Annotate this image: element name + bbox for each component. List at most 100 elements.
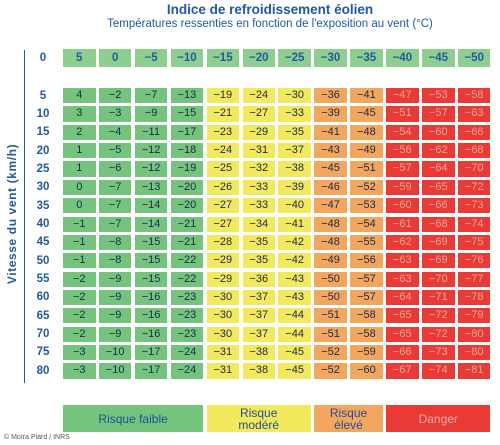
wind-chill-cell: −49 — [314, 253, 347, 269]
legend-label-line: Risque faible — [98, 411, 168, 426]
wind-chill-cell: −19 — [206, 88, 240, 104]
wind-chill-cell: −42 — [278, 234, 311, 251]
wind-chill-cell: −50 — [314, 289, 347, 306]
wind-chill-cell: −1 — [63, 234, 96, 251]
wind-chill-cell: −37 — [278, 143, 311, 159]
wind-chill-cell: −50 — [314, 271, 347, 287]
wind-chill-cell: −79 — [457, 308, 491, 324]
wind-chill-cell: 1 — [63, 161, 96, 177]
legend-item-modere: Risque modéré — [206, 405, 311, 432]
wind-chill-cell: −42 — [278, 253, 311, 269]
wind-chill-cell: −2 — [63, 289, 96, 306]
wind-chill-cell: −53 — [422, 88, 455, 104]
wind-chill-cell: −72 — [422, 326, 455, 342]
wind-chill-cell: −3 — [63, 363, 96, 379]
wind-chill-cell: 1 — [63, 143, 96, 159]
wind-chill-cell: −65 — [386, 308, 419, 324]
wind-chill-cell: −10 — [98, 344, 132, 361]
wind-speed-label: 70 — [36, 328, 50, 341]
wind-chill-cell: −44 — [278, 308, 311, 324]
wind-chill-cell: −68 — [457, 143, 491, 159]
wind-chill-cell: −73 — [457, 198, 491, 214]
wind-speed-label: 80 — [36, 364, 50, 377]
wind-chill-cell: −55 — [350, 234, 383, 251]
wind-chill-cell: −27 — [206, 198, 240, 214]
wind-chill-cell: −57 — [350, 271, 383, 287]
wind-chill-cell: −9 — [98, 289, 132, 306]
wind-chill-cell: −58 — [350, 326, 383, 342]
wind-chill-cell: −9 — [134, 106, 168, 122]
credit-text: © Moïra Piard / INRS — [4, 434, 70, 441]
legend-label-line: Danger — [418, 411, 458, 426]
wind-chill-cell: −40 — [278, 198, 311, 214]
legend-label-line: modéré — [238, 417, 280, 432]
wind-speed-label: 75 — [36, 346, 50, 359]
wind-chill-cell: −52 — [314, 344, 347, 361]
wind-chill-cell: −53 — [350, 198, 383, 214]
wind-chill-cell: −30 — [206, 289, 240, 306]
wind-speed-label: 40 — [36, 218, 50, 230]
legend-item-danger: Danger — [386, 405, 491, 432]
wind-speed-label: 45 — [36, 236, 50, 249]
wind-chill-cell: −45 — [314, 161, 347, 177]
wind-chill-cell: −51 — [350, 161, 383, 177]
wind-chill-cell: −48 — [314, 216, 347, 232]
wind-chill-cell: −68 — [422, 216, 455, 232]
wind-chill-cell: −9 — [98, 326, 132, 342]
wind-chill-cell: −66 — [386, 344, 419, 361]
legend-label: Risque faible — [98, 413, 167, 425]
wind-chill-cell: −76 — [457, 253, 491, 269]
wind-speed-label: 5 — [39, 89, 47, 102]
wind-chill-cell: −1 — [63, 216, 96, 232]
wind-chill-cell: −60 — [422, 124, 455, 140]
temperature-header-cell: −30 — [314, 49, 347, 67]
wind-chill-cell: −46 — [314, 179, 347, 196]
wind-chill-cell: −51 — [314, 308, 347, 324]
wind-chill-cell: −15 — [134, 234, 168, 251]
wind-chill-cell: −34 — [242, 216, 275, 232]
legend-item-faible: Risque faible — [63, 405, 204, 432]
wind-chill-cell: −62 — [386, 234, 419, 251]
wind-chill-cell: −62 — [422, 143, 455, 159]
wind-chill-cell: −70 — [422, 271, 455, 287]
wind-chill-cell: −17 — [134, 344, 168, 361]
wind-chill-cell: −7 — [98, 198, 132, 214]
temperature-header-cell: −20 — [242, 49, 275, 67]
wind-chill-cell: −71 — [422, 289, 455, 306]
wind-chill-cell: −29 — [206, 271, 240, 287]
temperature-header-cell: −25 — [278, 49, 311, 67]
wind-speed-label: 60 — [36, 291, 50, 304]
wind-chill-cell: −81 — [457, 363, 491, 379]
wind-chill-cell: −43 — [278, 289, 311, 306]
wind-chill-cell: −24 — [242, 88, 275, 104]
wind-chill-cell: −39 — [278, 179, 311, 196]
wind-chill-cell: −25 — [206, 161, 240, 177]
wind-chill-cell: −56 — [350, 253, 383, 269]
wind-chill-cell: −19 — [170, 161, 204, 177]
wind-chill-cell: −20 — [170, 179, 204, 196]
wind-chill-cell: −44 — [278, 326, 311, 342]
wind-chill-cell: −37 — [242, 308, 275, 324]
wind-chill-cell: −37 — [242, 326, 275, 342]
wind-chill-cell: −16 — [134, 326, 168, 342]
wind-chill-cell: −78 — [457, 289, 491, 306]
wind-chill-cell: −21 — [206, 106, 240, 122]
wind-chill-cell: −69 — [422, 234, 455, 251]
temperature-header-cell: −35 — [350, 49, 383, 67]
wind-chill-cell: −29 — [206, 253, 240, 269]
wind-chill-cell: −16 — [134, 289, 168, 306]
wind-chill-cell: −11 — [134, 124, 168, 140]
wind-chill-cell: −72 — [422, 308, 455, 324]
wind-chill-cell: −52 — [350, 179, 383, 196]
wind-chill-cell: −23 — [170, 308, 204, 324]
wind-chill-cell: −7 — [98, 216, 132, 232]
wind-chill-cell: −7 — [98, 179, 132, 196]
wind-chill-cell: −37 — [242, 289, 275, 306]
temperature-header-cell: −10 — [170, 49, 204, 67]
legend-label: Danger — [419, 413, 458, 425]
wind-chill-cell: −15 — [134, 253, 168, 269]
wind-chill-cell: −38 — [278, 161, 311, 177]
wind-chill-cell: −9 — [98, 271, 132, 287]
wind-chill-cell: −63 — [386, 271, 419, 287]
wind-chill-cell: −54 — [350, 216, 383, 232]
